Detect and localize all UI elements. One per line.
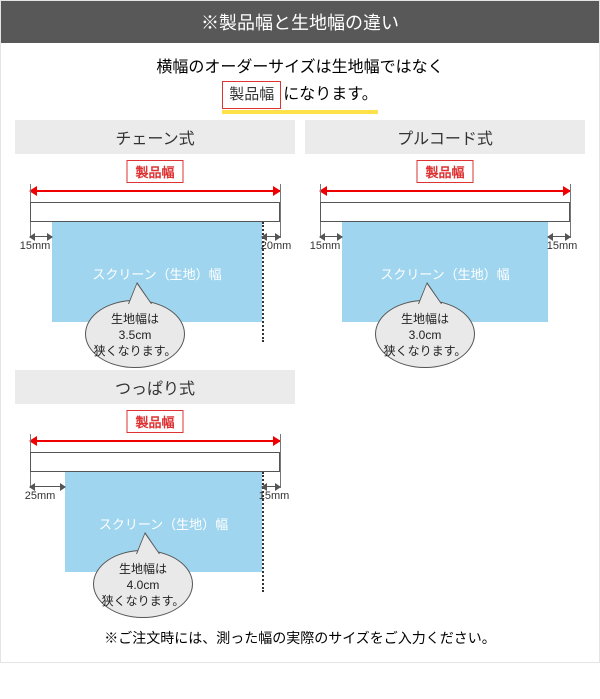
bubble-tail-fill: [419, 284, 441, 304]
header-rail: [320, 202, 570, 222]
bubble-tail-fill: [137, 534, 159, 554]
gap-right-label: 15mm: [545, 240, 579, 252]
bubble-line3: 狭くなります。: [90, 343, 180, 359]
type-title-tension: つっぱり式: [15, 370, 295, 404]
intro-text: 横幅のオーダーサイズは生地幅ではなく 製品幅になります。: [1, 55, 599, 114]
bubble-body: 生地幅は 3.0cm 狭くなります。: [375, 300, 475, 369]
header-rail: [30, 452, 280, 472]
product-width-label: 製品幅: [126, 410, 183, 433]
bubble-line1: 生地幅は: [98, 561, 188, 577]
gap-left-label: 25mm: [23, 490, 57, 502]
product-width-dimension: [320, 190, 570, 192]
cell-pull: プルコード式 製品幅 スクリーン（生地）幅 15mm 15mm: [305, 120, 585, 360]
bubble-line2: 4.0cm: [98, 577, 188, 593]
ext-line-right: [570, 184, 571, 238]
type-title-chain: チェーン式: [15, 120, 295, 154]
cell-chain: チェーン式 製品幅 スクリーン（生地）幅 15mm 20mm: [15, 120, 295, 360]
callout-bubble: 生地幅は 4.0cm 狭くなります。: [93, 550, 193, 619]
cell-tension: つっぱり式 製品幅 スクリーン（生地）幅 25mm 15mm: [15, 370, 295, 610]
footer-note: ※ご注文時には、測った幅の実際のサイズをご入力ください。: [1, 620, 599, 662]
product-width-dimension: [30, 440, 280, 442]
bubble-tail-fill: [129, 284, 151, 304]
diagram-chain: 製品幅 スクリーン（生地）幅 15mm 20mm: [15, 160, 295, 360]
ext-line-right: [280, 184, 281, 238]
diagram-pull: 製品幅 スクリーン（生地）幅 15mm 15mm: [305, 160, 585, 360]
intro-boxed-term: 製品幅: [222, 81, 281, 109]
intro-line2: 製品幅になります。: [222, 81, 377, 114]
gap-left-dimension: [30, 236, 52, 237]
screen-width-label: スクリーン（生地）幅: [92, 264, 221, 283]
screen-width-label: スクリーン（生地）幅: [99, 514, 228, 533]
bubble-body: 生地幅は 3.5cm 狭くなります。: [85, 300, 185, 369]
header-bar: ※製品幅と生地幅の違い: [1, 1, 599, 43]
screen-width-label: スクリーン（生地）幅: [380, 264, 509, 283]
gap-right-dimension: [262, 486, 280, 487]
diagram-tension: 製品幅 スクリーン（生地）幅 25mm 15mm: [15, 410, 295, 610]
bubble-line2: 3.0cm: [380, 327, 470, 343]
gap-right-dimension: [548, 236, 570, 237]
callout-bubble: 生地幅は 3.0cm 狭くなります。: [375, 300, 475, 369]
header-title: ※製品幅と生地幅の違い: [201, 13, 399, 33]
gap-right-label: 15mm: [257, 490, 291, 502]
diagram-grid: チェーン式 製品幅 スクリーン（生地）幅 15mm 20mm: [1, 120, 599, 620]
product-width-label: 製品幅: [126, 160, 183, 183]
gap-right-label: 20mm: [259, 240, 293, 252]
bubble-line3: 狭くなります。: [98, 593, 188, 609]
gap-right-dimension: [262, 236, 280, 237]
type-title-pull: プルコード式: [305, 120, 585, 154]
gap-left-label: 15mm: [308, 240, 342, 252]
page: ※製品幅と生地幅の違い 横幅のオーダーサイズは生地幅ではなく 製品幅になります。…: [0, 0, 600, 663]
gap-left-label: 15mm: [18, 240, 52, 252]
product-width-dimension: [30, 190, 280, 192]
bubble-body: 生地幅は 4.0cm 狭くなります。: [93, 550, 193, 619]
intro-line1: 横幅のオーダーサイズは生地幅ではなく: [1, 55, 599, 81]
product-width-label: 製品幅: [416, 160, 473, 183]
bubble-line1: 生地幅は: [90, 311, 180, 327]
bubble-line1: 生地幅は: [380, 311, 470, 327]
gap-left-dimension: [320, 236, 342, 237]
gap-left-dimension: [30, 486, 65, 487]
callout-bubble: 生地幅は 3.5cm 狭くなります。: [85, 300, 185, 369]
header-rail: [30, 202, 280, 222]
bubble-line3: 狭くなります。: [380, 343, 470, 359]
intro-after-box: になります。: [283, 86, 377, 103]
bubble-line2: 3.5cm: [90, 327, 180, 343]
ext-line-right: [280, 434, 281, 488]
cell-empty: [305, 370, 585, 610]
